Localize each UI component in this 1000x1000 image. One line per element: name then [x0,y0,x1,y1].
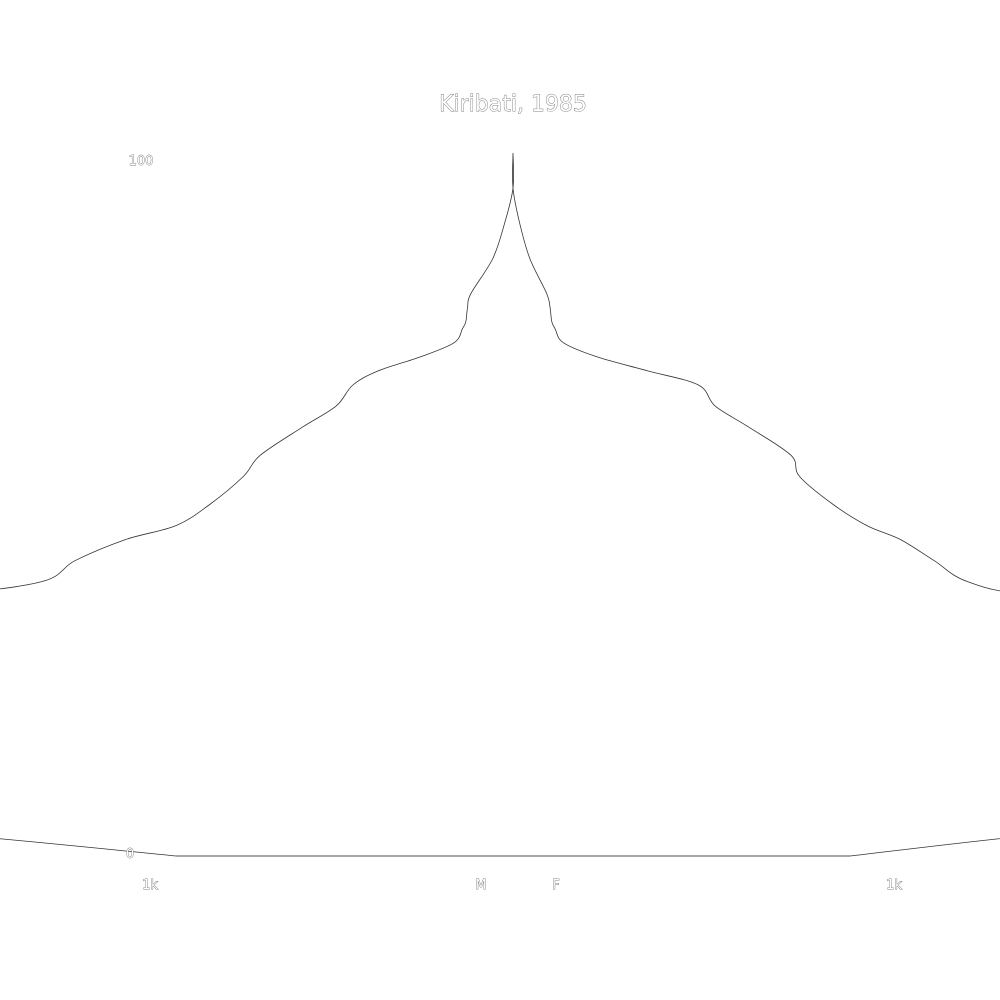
male-axis-label: M [475,878,486,893]
y-tick-bottom: 0 [126,847,134,862]
chart-title: Kiribati, 1985 [439,92,587,117]
x-tick-left: 1k [142,878,158,893]
female-axis-label: F [552,878,559,893]
population-area [0,152,1000,857]
y-tick-top: 100 [129,154,154,169]
x-tick-right: 1k [886,878,902,893]
